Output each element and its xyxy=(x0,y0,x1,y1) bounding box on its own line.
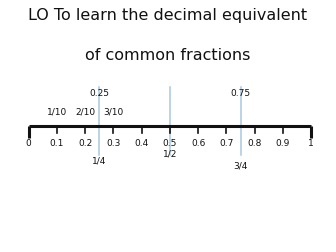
Text: 0.9: 0.9 xyxy=(276,139,290,148)
Text: of common fractions: of common fractions xyxy=(85,48,251,63)
Text: 1/2: 1/2 xyxy=(163,149,177,159)
Text: 0.2: 0.2 xyxy=(78,139,92,148)
Text: 0.4: 0.4 xyxy=(134,139,149,148)
Text: 0.8: 0.8 xyxy=(248,139,262,148)
Text: 1: 1 xyxy=(308,139,314,148)
Text: 0.1: 0.1 xyxy=(50,139,64,148)
Text: 0.6: 0.6 xyxy=(191,139,205,148)
Text: 0.25: 0.25 xyxy=(89,89,109,98)
Text: 2/10: 2/10 xyxy=(75,108,95,117)
Text: 0: 0 xyxy=(26,139,32,148)
Text: 1/10: 1/10 xyxy=(47,108,67,117)
Text: 3/4: 3/4 xyxy=(234,161,248,170)
Text: 0.7: 0.7 xyxy=(219,139,234,148)
Text: LO To learn the decimal equivalent: LO To learn the decimal equivalent xyxy=(29,8,307,23)
Text: 1/4: 1/4 xyxy=(92,156,107,165)
Text: 0.75: 0.75 xyxy=(230,89,251,98)
Text: 0.3: 0.3 xyxy=(106,139,121,148)
Text: 3/10: 3/10 xyxy=(103,108,124,117)
Text: 0.5: 0.5 xyxy=(163,139,177,148)
